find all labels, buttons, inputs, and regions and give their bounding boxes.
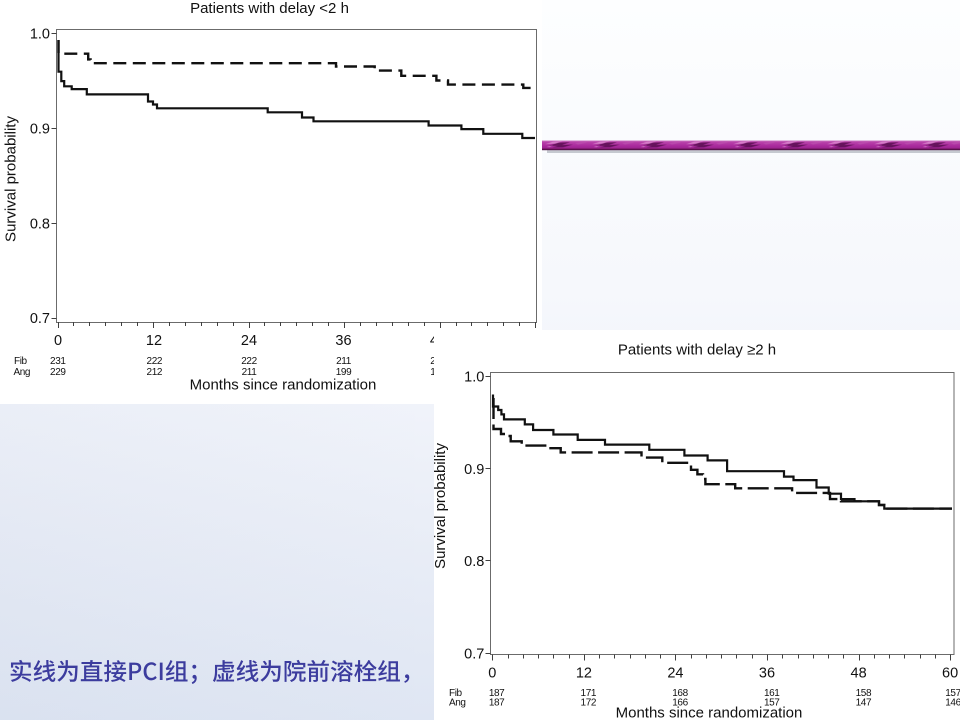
svg-text:Patients with delay ≥2 h: Patients with delay ≥2 h bbox=[618, 342, 776, 359]
svg-text:158: 158 bbox=[856, 688, 872, 699]
svg-text:Months since randomization: Months since randomization bbox=[616, 705, 803, 720]
svg-text:146: 146 bbox=[945, 697, 960, 708]
svg-text:24: 24 bbox=[667, 666, 683, 682]
svg-text:187: 187 bbox=[489, 688, 505, 699]
svg-text:172: 172 bbox=[581, 697, 597, 708]
svg-text:0.9: 0.9 bbox=[464, 462, 484, 478]
svg-text:Survival probability: Survival probability bbox=[434, 443, 449, 569]
svg-text:231: 231 bbox=[50, 356, 66, 367]
svg-text:157: 157 bbox=[764, 697, 780, 708]
svg-text:Survival probability: Survival probability bbox=[3, 116, 20, 242]
svg-text:Ang: Ang bbox=[14, 367, 31, 378]
svg-text:36: 36 bbox=[335, 333, 351, 349]
svg-text:12: 12 bbox=[576, 666, 592, 682]
svg-text:168: 168 bbox=[672, 688, 688, 699]
svg-text:48: 48 bbox=[851, 666, 867, 682]
svg-text:199: 199 bbox=[336, 367, 352, 378]
svg-text:60: 60 bbox=[942, 666, 958, 682]
svg-text:212: 212 bbox=[147, 367, 163, 378]
svg-text:187: 187 bbox=[489, 697, 505, 708]
svg-text:157: 157 bbox=[945, 688, 960, 699]
svg-text:161: 161 bbox=[764, 688, 780, 699]
svg-text:Fib: Fib bbox=[14, 356, 28, 367]
svg-text:Ang: Ang bbox=[449, 697, 466, 708]
svg-text:24: 24 bbox=[241, 333, 257, 349]
svg-text:211: 211 bbox=[242, 367, 258, 378]
svg-text:229: 229 bbox=[50, 367, 66, 378]
svg-text:166: 166 bbox=[672, 697, 688, 708]
svg-text:0.7: 0.7 bbox=[30, 311, 50, 327]
svg-text:0.7: 0.7 bbox=[464, 646, 484, 662]
svg-text:12: 12 bbox=[146, 333, 162, 349]
svg-text:147: 147 bbox=[856, 697, 872, 708]
svg-text:171: 171 bbox=[581, 688, 597, 699]
svg-text:211: 211 bbox=[336, 356, 352, 367]
svg-text:0: 0 bbox=[54, 333, 62, 349]
svg-text:Fib: Fib bbox=[449, 688, 463, 699]
svg-text:1.0: 1.0 bbox=[30, 27, 50, 43]
svg-text:222: 222 bbox=[147, 356, 163, 367]
svg-text:0.9: 0.9 bbox=[30, 122, 50, 138]
svg-text:1.0: 1.0 bbox=[464, 370, 484, 386]
svg-text:222: 222 bbox=[241, 356, 257, 367]
svg-text:36: 36 bbox=[759, 666, 775, 682]
svg-text:0.8: 0.8 bbox=[30, 217, 50, 233]
svg-text:Months since randomization: Months since randomization bbox=[190, 377, 377, 394]
svg-text:Patients with delay <2 h: Patients with delay <2 h bbox=[190, 0, 349, 17]
svg-text:0.8: 0.8 bbox=[464, 554, 484, 570]
svg-text:0: 0 bbox=[488, 666, 496, 682]
